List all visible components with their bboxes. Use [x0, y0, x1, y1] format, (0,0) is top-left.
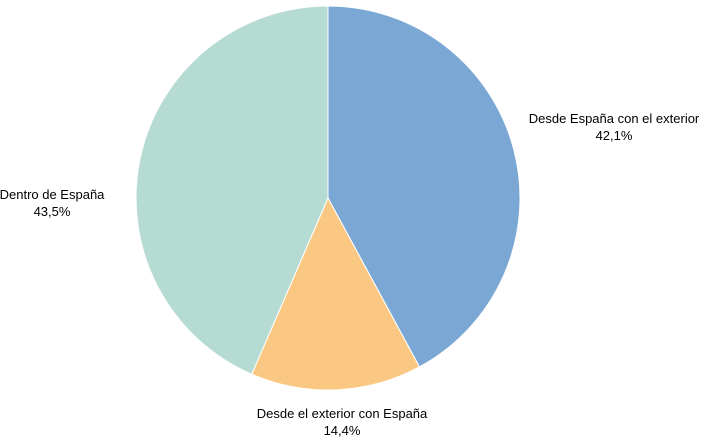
slice-category-label: Desde España con el exterior — [529, 111, 700, 126]
slice-value-label: 43,5% — [34, 204, 71, 219]
slice-value-label: 42,1% — [596, 128, 633, 143]
slice-value-label: 14,4% — [324, 423, 361, 438]
slice-category-label: Dentro de España — [0, 187, 105, 202]
slice-data-label: Dentro de España 43,5% — [0, 187, 105, 219]
slice-data-label: Desde el exterior con España 14,4% — [257, 406, 428, 438]
slices-layer — [135, 5, 521, 391]
pie-slice — [135, 5, 329, 375]
labels-layer: Desde España con el exterior 42,1% Desde e… — [0, 111, 700, 438]
slice-category-label: Desde el exterior con España — [257, 406, 428, 421]
pie-slice — [251, 196, 421, 391]
slice-data-label: Desde España con el exterior 42,1% — [529, 111, 700, 143]
pie-slice — [327, 5, 521, 368]
